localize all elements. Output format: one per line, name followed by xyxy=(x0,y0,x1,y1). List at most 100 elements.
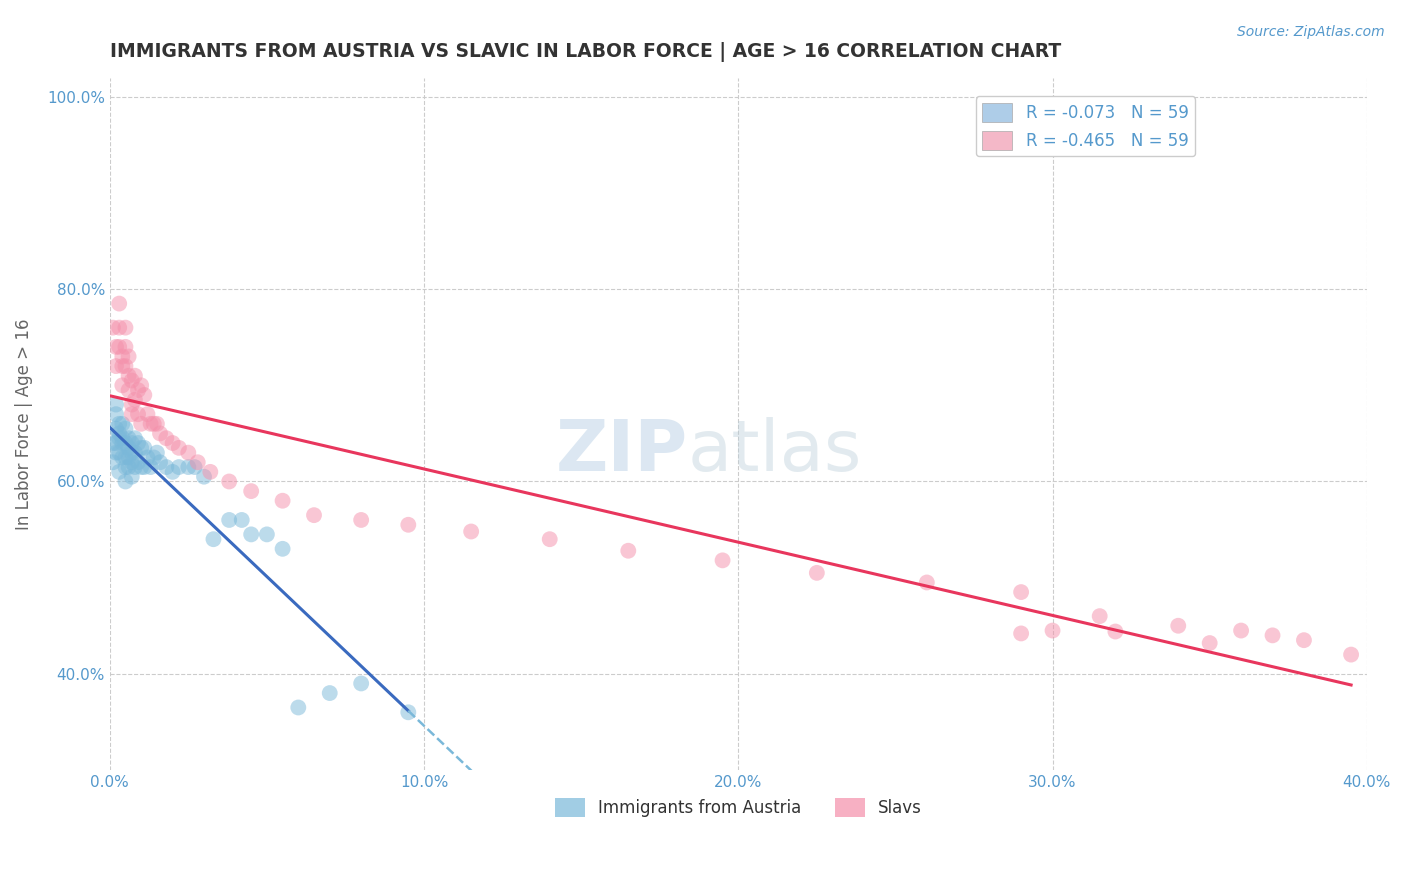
Text: ZIP: ZIP xyxy=(555,417,688,486)
Point xyxy=(117,431,139,445)
Point xyxy=(711,553,734,567)
Legend: Immigrants from Austria, Slavs: Immigrants from Austria, Slavs xyxy=(548,791,928,824)
Point xyxy=(117,350,139,364)
Point xyxy=(177,460,200,475)
Point xyxy=(101,436,124,450)
Point xyxy=(915,575,938,590)
Point xyxy=(1292,633,1315,648)
Point xyxy=(162,465,184,479)
Point xyxy=(134,460,156,475)
Point xyxy=(105,421,128,435)
Point xyxy=(177,445,200,459)
Point xyxy=(142,417,165,431)
Point xyxy=(105,398,128,412)
Point xyxy=(108,320,131,334)
Point xyxy=(134,388,156,402)
Point xyxy=(149,455,172,469)
Point xyxy=(114,359,136,373)
Point xyxy=(350,513,373,527)
Point xyxy=(218,475,240,489)
Point xyxy=(1198,636,1220,650)
Point xyxy=(136,450,159,465)
Point xyxy=(105,407,128,421)
Point xyxy=(111,378,134,392)
Point xyxy=(460,524,482,539)
Point xyxy=(124,445,146,459)
Y-axis label: In Labor Force | Age > 16: In Labor Force | Age > 16 xyxy=(15,318,32,530)
Point xyxy=(146,445,169,459)
Point xyxy=(200,465,222,479)
Point xyxy=(124,431,146,445)
Point xyxy=(105,340,128,354)
Point xyxy=(114,436,136,450)
Point xyxy=(121,436,143,450)
Point xyxy=(114,340,136,354)
Point xyxy=(1010,626,1032,640)
Point xyxy=(617,543,640,558)
Point xyxy=(124,460,146,475)
Point xyxy=(111,450,134,465)
Point xyxy=(127,455,149,469)
Point xyxy=(396,517,419,532)
Point xyxy=(167,460,190,475)
Point xyxy=(114,421,136,435)
Point xyxy=(183,460,205,475)
Point xyxy=(121,445,143,459)
Point xyxy=(108,426,131,441)
Point xyxy=(134,441,156,455)
Point xyxy=(111,436,134,450)
Point xyxy=(271,493,294,508)
Point xyxy=(136,407,159,421)
Point xyxy=(117,460,139,475)
Point xyxy=(129,417,152,431)
Point xyxy=(806,566,828,580)
Point xyxy=(114,460,136,475)
Point xyxy=(193,469,215,483)
Point xyxy=(396,706,419,720)
Point xyxy=(129,460,152,475)
Point xyxy=(1010,585,1032,599)
Point xyxy=(302,508,325,523)
Point xyxy=(124,368,146,383)
Point xyxy=(108,417,131,431)
Point xyxy=(256,527,278,541)
Text: atlas: atlas xyxy=(688,417,862,486)
Point xyxy=(121,469,143,483)
Point xyxy=(108,296,131,310)
Point xyxy=(1230,624,1253,638)
Point xyxy=(127,436,149,450)
Point xyxy=(117,383,139,397)
Point xyxy=(105,359,128,373)
Point xyxy=(108,431,131,445)
Point xyxy=(124,392,146,407)
Point xyxy=(1167,619,1189,633)
Point xyxy=(1042,624,1064,638)
Point xyxy=(111,359,134,373)
Point xyxy=(114,450,136,465)
Point xyxy=(108,465,131,479)
Point xyxy=(111,350,134,364)
Point xyxy=(271,541,294,556)
Point xyxy=(218,513,240,527)
Point xyxy=(187,455,209,469)
Point xyxy=(155,431,177,445)
Point xyxy=(129,378,152,392)
Point xyxy=(202,532,225,546)
Point xyxy=(139,417,162,431)
Point xyxy=(149,426,172,441)
Point xyxy=(538,532,561,546)
Point xyxy=(127,407,149,421)
Point xyxy=(162,436,184,450)
Point xyxy=(319,686,342,700)
Point xyxy=(105,436,128,450)
Point xyxy=(105,445,128,459)
Point xyxy=(167,441,190,455)
Point xyxy=(117,441,139,455)
Point xyxy=(121,407,143,421)
Point xyxy=(240,527,263,541)
Point xyxy=(129,441,152,455)
Point xyxy=(350,676,373,690)
Point xyxy=(240,484,263,499)
Point xyxy=(1088,609,1111,624)
Point xyxy=(231,513,253,527)
